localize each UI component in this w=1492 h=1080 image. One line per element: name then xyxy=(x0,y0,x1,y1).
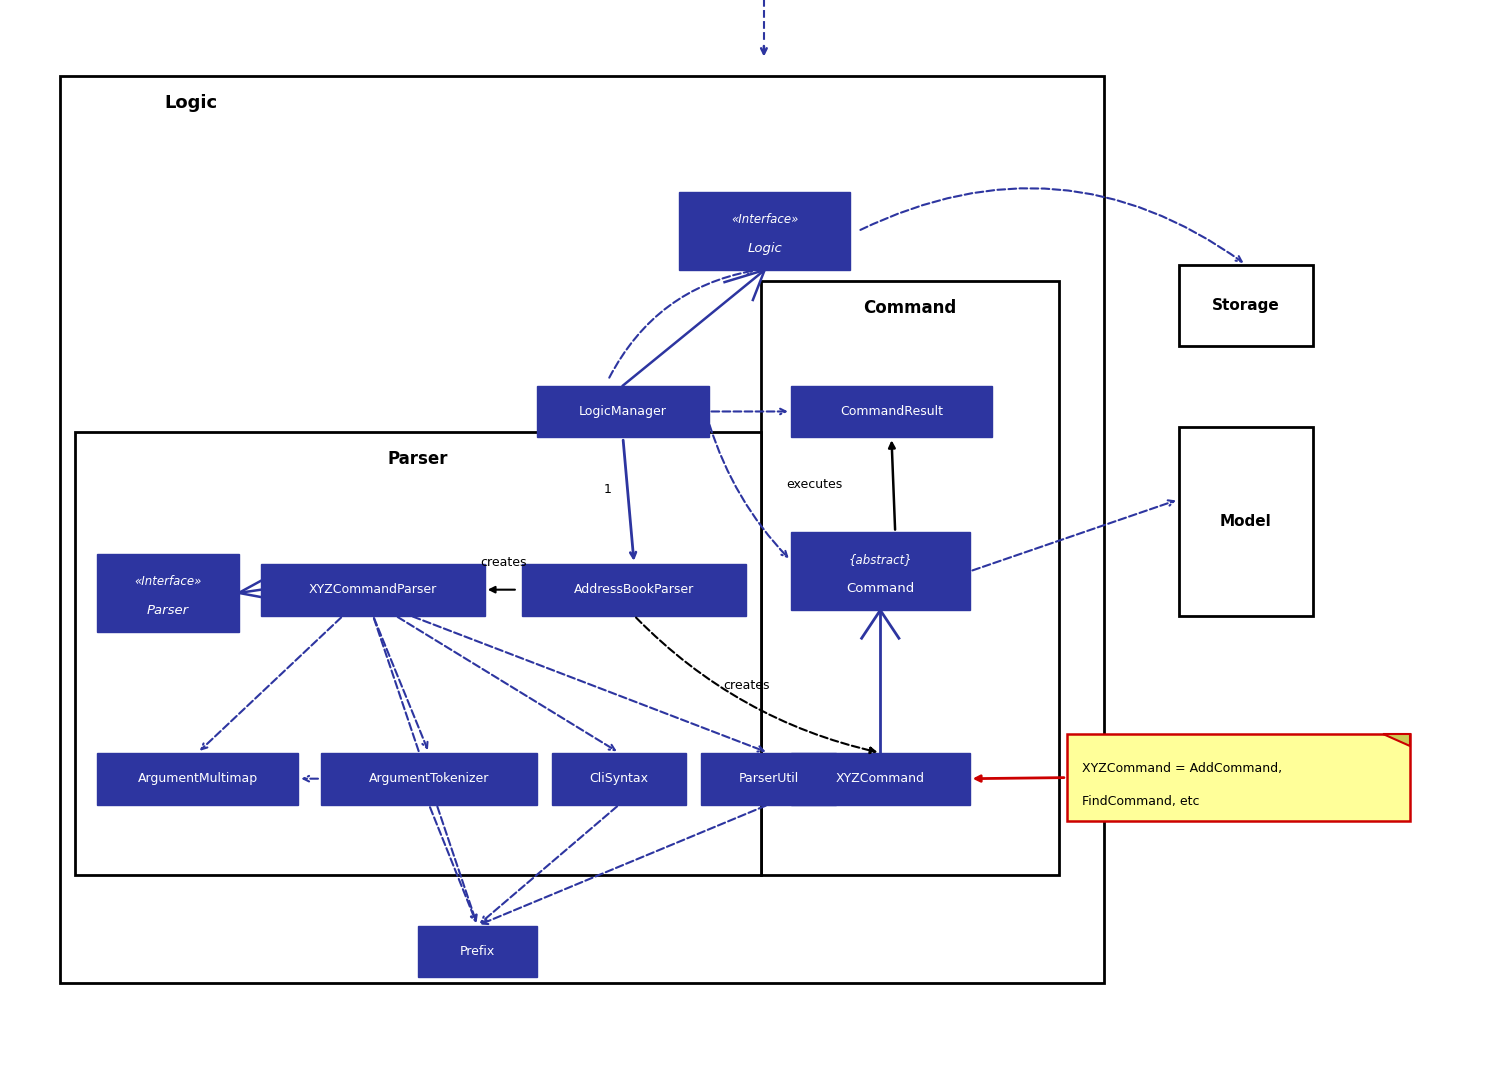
Text: CliSyntax: CliSyntax xyxy=(589,772,649,785)
Text: FindCommand, etc: FindCommand, etc xyxy=(1082,795,1200,808)
FancyBboxPatch shape xyxy=(522,564,746,616)
Text: Logic: Logic xyxy=(747,242,782,255)
FancyBboxPatch shape xyxy=(97,554,239,632)
FancyBboxPatch shape xyxy=(552,753,686,805)
Text: XYZCommand = AddCommand,: XYZCommand = AddCommand, xyxy=(1082,762,1282,775)
Polygon shape xyxy=(1383,734,1410,746)
FancyBboxPatch shape xyxy=(761,281,1059,875)
FancyBboxPatch shape xyxy=(1179,427,1313,616)
FancyBboxPatch shape xyxy=(679,192,850,270)
Text: creates: creates xyxy=(724,679,770,692)
Text: «Interface»: «Interface» xyxy=(731,213,798,226)
Text: AddressBookParser: AddressBookParser xyxy=(574,583,694,596)
FancyBboxPatch shape xyxy=(418,926,537,977)
FancyBboxPatch shape xyxy=(1067,734,1410,821)
Text: Model: Model xyxy=(1220,514,1271,528)
FancyBboxPatch shape xyxy=(537,386,709,437)
Text: ParserUtil: ParserUtil xyxy=(739,772,798,785)
Text: ArgumentTokenizer: ArgumentTokenizer xyxy=(369,772,489,785)
Text: executes: executes xyxy=(786,478,843,491)
FancyBboxPatch shape xyxy=(321,753,537,805)
Text: CommandResult: CommandResult xyxy=(840,405,943,418)
Text: XYZCommand: XYZCommand xyxy=(836,772,925,785)
Text: Parser: Parser xyxy=(388,450,448,468)
Text: Storage: Storage xyxy=(1212,298,1280,312)
Text: creates: creates xyxy=(480,556,527,569)
Text: Command: Command xyxy=(846,582,915,595)
FancyBboxPatch shape xyxy=(791,753,970,805)
Text: Logic: Logic xyxy=(164,94,218,111)
FancyBboxPatch shape xyxy=(97,753,298,805)
Text: Parser: Parser xyxy=(146,604,189,617)
FancyBboxPatch shape xyxy=(75,432,761,875)
Text: XYZCommandParser: XYZCommandParser xyxy=(309,583,437,596)
FancyBboxPatch shape xyxy=(1179,265,1313,346)
Text: Command: Command xyxy=(864,299,956,316)
FancyBboxPatch shape xyxy=(261,564,485,616)
Text: {abstract}: {abstract} xyxy=(849,553,912,566)
Text: 1: 1 xyxy=(603,483,612,497)
Text: «Interface»: «Interface» xyxy=(134,575,201,588)
FancyBboxPatch shape xyxy=(60,76,1104,983)
Text: ArgumentMultimap: ArgumentMultimap xyxy=(137,772,258,785)
Text: Prefix: Prefix xyxy=(460,945,495,958)
FancyBboxPatch shape xyxy=(701,753,836,805)
Text: LogicManager: LogicManager xyxy=(579,405,667,418)
FancyBboxPatch shape xyxy=(791,386,992,437)
FancyBboxPatch shape xyxy=(791,532,970,610)
